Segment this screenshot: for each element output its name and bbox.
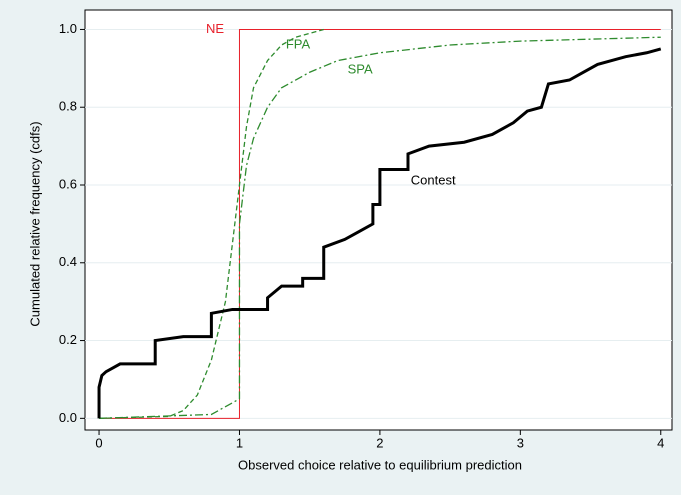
y-tick-label: 0.2 <box>59 332 77 347</box>
series-label: SPA <box>348 62 373 77</box>
cdf-line <box>99 36 661 419</box>
y-tick-label: 0.4 <box>59 254 77 269</box>
cdf-line <box>99 28 661 419</box>
x-tick-label: 4 <box>657 435 664 450</box>
cdf-line <box>97 47 662 419</box>
y-tick-label: 0.0 <box>59 410 77 425</box>
x-tick-label: 3 <box>517 435 524 450</box>
y-axis-label: Cumulated relative frequency (cdfs) <box>27 121 42 326</box>
x-axis-label: Observed choice relative to equilibrium … <box>238 457 522 472</box>
cdf-line <box>99 28 324 419</box>
x-tick-label: 0 <box>95 435 102 450</box>
x-tick-label: 2 <box>376 435 383 450</box>
y-tick-label: 1.0 <box>59 21 77 36</box>
y-tick-label: 0.8 <box>59 99 77 114</box>
series-label: FPA <box>286 36 311 51</box>
y-tick-label: 0.6 <box>59 176 77 191</box>
series-label: Contest <box>411 173 456 188</box>
x-tick-label: 1 <box>236 435 243 450</box>
series-label: NE <box>206 21 224 36</box>
plot-area <box>84 9 673 431</box>
